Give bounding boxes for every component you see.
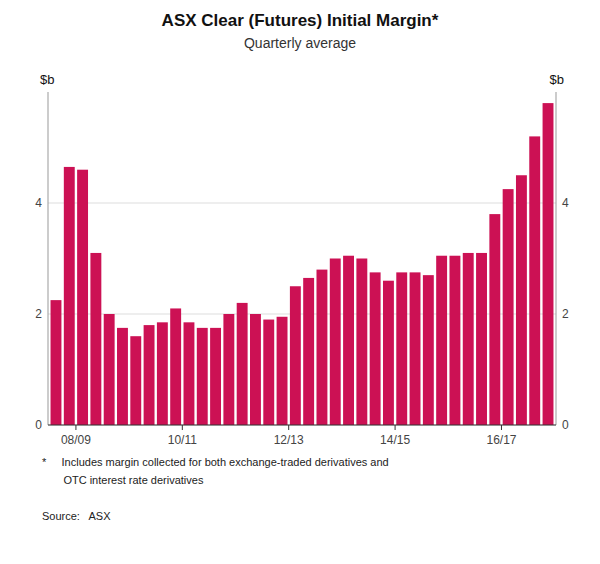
bar [197,328,208,425]
grid-line [48,425,556,426]
bar [170,308,181,425]
x-tick-label: 14/15 [380,433,410,447]
bar [356,259,367,426]
x-tick [395,425,396,430]
bar [316,270,327,425]
y-tick-label: 4 [35,196,42,210]
y-tick-label: 2 [35,307,42,321]
bar [64,167,75,425]
bar [277,317,288,425]
x-tick-label: 08/09 [61,433,91,447]
bar [51,300,62,425]
bar [516,175,527,425]
bar [396,272,407,425]
bar [449,256,460,425]
bar [77,170,88,425]
bar [330,259,341,426]
bar [250,314,261,425]
x-tick-label: 16/17 [486,433,516,447]
bar [436,256,447,425]
bar [210,328,221,425]
bar [370,272,381,425]
bar [90,253,101,425]
subtitle: Quarterly average [244,35,356,51]
bar [489,214,500,425]
x-axis-line [48,425,556,426]
grid-line [48,203,556,204]
bar [223,314,234,425]
y-axis-line [48,92,49,425]
x-tick [288,425,289,430]
x-tick [182,425,183,430]
bar [529,136,540,425]
x-tick-label: 10/11 [168,433,197,447]
y-axis-label: $b [40,72,54,87]
bar [503,189,514,425]
y2-tick-label: 0 [562,418,569,432]
bar [130,336,141,425]
y2-axis-label: $b [550,72,564,87]
bar [144,325,155,425]
source: Source: ASX [42,510,111,522]
bar [383,281,394,425]
title: ASX Clear (Futures) Initial Margin* [162,11,439,30]
bar [117,328,128,425]
bar [343,256,354,425]
bar [104,314,115,425]
bar [184,322,195,425]
bar [290,286,301,425]
bar [303,278,314,425]
chart: ASX Clear (Futures) Initial Margin* Quart… [0,0,600,564]
x-tick [501,425,502,430]
bar [423,275,434,425]
bar [410,272,421,425]
bars [51,103,554,425]
bar [463,253,474,425]
bar [237,303,248,425]
bar [263,320,274,425]
footnote: * Includes margin collected for both exc… [42,456,389,468]
y2-tick-label: 2 [562,307,569,321]
x-tick-label: 12/13 [274,433,304,447]
y2-tick-label: 4 [562,196,569,210]
y-tick-label: 0 [35,418,42,432]
x-tick [75,425,76,430]
y2-axis-line [556,92,557,425]
bar [543,103,554,425]
bar [476,253,487,425]
footnote: OTC interest rate derivatives [42,474,204,486]
bar [157,322,168,425]
